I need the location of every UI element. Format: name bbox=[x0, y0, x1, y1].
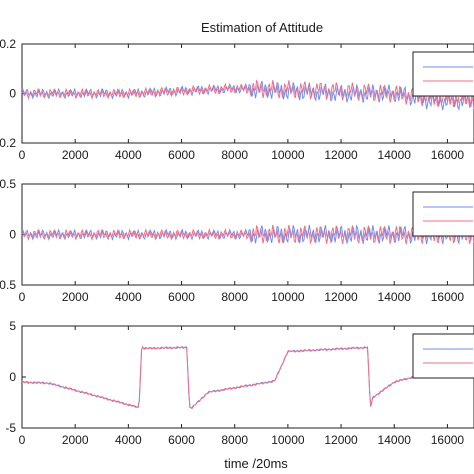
x-tick-label: 8000 bbox=[221, 290, 248, 304]
subplot-panels: 0 2000 4000 6000 8000 10000 12000 14000 16000 -0.… bbox=[0, 37, 474, 447]
y-tick-label: 0 bbox=[9, 370, 16, 384]
x-tick-label: 4000 bbox=[115, 148, 142, 162]
x-tick-label: 0 bbox=[19, 290, 26, 304]
x-tick-label: 6000 bbox=[168, 433, 195, 447]
x-tick-label: 2000 bbox=[62, 433, 89, 447]
chart-title: Estimation of Attitude bbox=[201, 20, 323, 35]
x-tick-label: 6000 bbox=[168, 290, 195, 304]
x-tick-label: 14000 bbox=[378, 290, 412, 304]
x-tick-label: 4000 bbox=[115, 290, 142, 304]
x-tick-label: 12000 bbox=[324, 290, 358, 304]
subplot-3: 0 2000 4000 6000 8000 10000 12000 14000 16000-50… bbox=[5, 319, 474, 447]
y-tick-label: 0.2 bbox=[0, 37, 16, 51]
y-tick-label: -0.2 bbox=[0, 136, 16, 150]
x-tick-label: 16000 bbox=[431, 290, 465, 304]
series-line-2 bbox=[21, 79, 474, 108]
x-tick-label: 4000 bbox=[115, 433, 142, 447]
x-tick-label: 0 bbox=[19, 433, 26, 447]
x-tick-label: 12000 bbox=[324, 148, 358, 162]
legend-frame bbox=[412, 51, 474, 97]
x-tick-label: 10000 bbox=[271, 148, 305, 162]
legend-frame bbox=[412, 333, 474, 379]
y-tick-label: 0 bbox=[9, 228, 16, 242]
y-tick-label: 0 bbox=[9, 87, 16, 101]
x-tick-label: 2000 bbox=[62, 290, 89, 304]
x-tick-label: 8000 bbox=[221, 148, 248, 162]
series-line-2 bbox=[21, 345, 474, 409]
x-tick-label: 14000 bbox=[378, 433, 412, 447]
legend-box bbox=[412, 191, 474, 237]
subplot-2: 0 2000 4000 6000 8000 10000 12000 14000 16000 -0.… bbox=[0, 177, 474, 304]
x-tick-label: 12000 bbox=[324, 433, 358, 447]
y-tick-label: -5 bbox=[5, 421, 16, 435]
subplot-1: 0 2000 4000 6000 8000 10000 12000 14000 16000 -0.… bbox=[0, 37, 474, 162]
x-tick-label: 10000 bbox=[271, 290, 305, 304]
x-tick-label: 8000 bbox=[221, 433, 248, 447]
x-tick-label: 0 bbox=[19, 148, 26, 162]
x-tick-label: 6000 bbox=[168, 148, 195, 162]
x-tick-label: 10000 bbox=[271, 433, 305, 447]
x-tick-label: 2000 bbox=[62, 148, 89, 162]
plot-frame bbox=[21, 325, 474, 429]
y-tick-label: 5 bbox=[9, 319, 16, 333]
legend-box bbox=[412, 333, 474, 379]
x-tick-label: 16000 bbox=[431, 433, 465, 447]
x-axis-label: time /20ms bbox=[224, 456, 288, 471]
series-line-2 bbox=[21, 224, 474, 245]
y-tick-label: -0.5 bbox=[0, 278, 16, 292]
x-tick-label: 16000 bbox=[431, 148, 465, 162]
legend-box bbox=[412, 51, 474, 97]
legend-frame bbox=[412, 191, 474, 237]
y-tick-label: 0.5 bbox=[0, 177, 16, 191]
x-tick-label: 14000 bbox=[378, 148, 412, 162]
